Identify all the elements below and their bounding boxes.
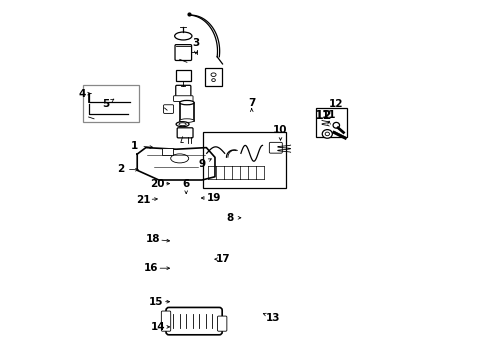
Text: 20: 20 [150, 179, 164, 189]
Text: 14: 14 [150, 322, 165, 332]
Text: 5: 5 [102, 99, 109, 109]
FancyBboxPatch shape [177, 128, 193, 138]
Text: 15: 15 [149, 297, 163, 307]
Bar [175, 70, 190, 81]
Ellipse shape [179, 123, 186, 126]
FancyBboxPatch shape [142, 163, 155, 172]
Bar [204, 68, 222, 86]
Text: 12: 12 [314, 109, 331, 122]
Text: 19: 19 [206, 193, 221, 203]
FancyBboxPatch shape [175, 45, 191, 60]
Text: 4: 4 [78, 89, 85, 99]
Text: 13: 13 [265, 312, 280, 323]
Text: 18: 18 [145, 234, 160, 244]
Text: 3: 3 [192, 38, 199, 48]
Ellipse shape [211, 79, 215, 82]
Text: 17: 17 [215, 254, 230, 264]
Bar [316, 108, 346, 137]
Text: 21: 21 [136, 195, 150, 205]
Text: 11: 11 [321, 110, 336, 120]
Text: 1: 1 [131, 141, 138, 151]
Ellipse shape [322, 130, 332, 138]
Text: 9: 9 [198, 159, 205, 169]
FancyBboxPatch shape [217, 316, 226, 331]
FancyBboxPatch shape [166, 307, 222, 335]
Text: 6: 6 [182, 179, 189, 189]
Bar [203, 132, 285, 188]
Ellipse shape [179, 100, 194, 105]
Ellipse shape [176, 122, 189, 127]
Ellipse shape [179, 119, 194, 122]
Text: 8: 8 [226, 213, 233, 223]
Bar [83, 85, 139, 122]
FancyBboxPatch shape [173, 96, 193, 102]
Text: 2: 2 [117, 164, 123, 174]
Bar [162, 148, 172, 155]
Text: 10: 10 [273, 125, 287, 135]
Ellipse shape [174, 32, 192, 40]
FancyBboxPatch shape [163, 105, 173, 113]
Bar [179, 103, 194, 121]
FancyBboxPatch shape [175, 85, 190, 98]
Polygon shape [137, 148, 215, 180]
Ellipse shape [170, 154, 188, 163]
Ellipse shape [211, 73, 216, 77]
FancyBboxPatch shape [161, 311, 170, 331]
Text: 12: 12 [328, 99, 343, 109]
Ellipse shape [325, 132, 329, 136]
FancyBboxPatch shape [269, 142, 282, 153]
FancyBboxPatch shape [241, 136, 262, 147]
Ellipse shape [332, 122, 339, 128]
Text: 16: 16 [143, 263, 158, 273]
Text: 7: 7 [247, 98, 255, 108]
